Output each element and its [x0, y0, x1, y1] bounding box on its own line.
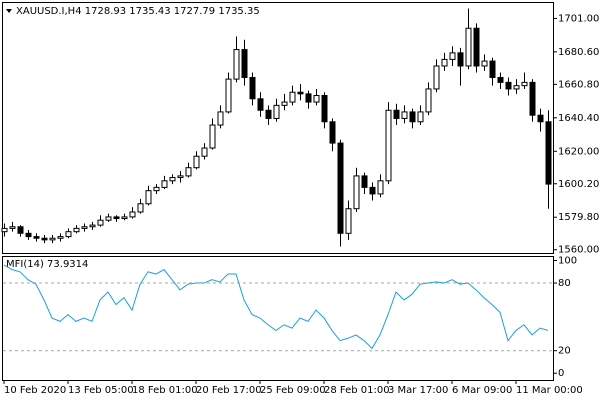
y-tick-label: 1680.60	[558, 47, 599, 58]
candle-body	[497, 76, 504, 83]
y-tick-label: 0	[558, 368, 564, 379]
candle-body	[217, 111, 224, 126]
y-tick-label: 1701.00	[558, 13, 599, 24]
candle-body	[145, 190, 152, 205]
candle-body	[321, 95, 328, 123]
candle-body	[417, 111, 424, 123]
candle-body	[313, 95, 320, 103]
candle-body	[169, 177, 176, 182]
candle-body	[265, 109, 272, 119]
candle-body	[137, 203, 144, 213]
x-tick-label: 20 Feb 17:00	[196, 385, 262, 396]
candle-body	[329, 121, 336, 144]
candle-body	[153, 186, 160, 192]
x-tick-label: 18 Feb 01:00	[132, 385, 198, 396]
candle-body	[409, 111, 416, 123]
candle-body	[41, 237, 48, 241]
candle-body	[209, 124, 216, 149]
candle-body	[177, 175, 184, 179]
candle-body	[545, 121, 552, 185]
candle-body	[425, 88, 432, 113]
y-tick-label: 20	[558, 346, 571, 357]
mfi-line	[3, 264, 549, 350]
candle-body	[249, 76, 256, 100]
candle-body	[193, 155, 200, 169]
candle-body	[1, 227, 8, 233]
candle-body	[513, 85, 520, 90]
panel-icon	[6, 9, 12, 13]
candle-body	[65, 231, 72, 238]
candle-body	[105, 216, 112, 221]
candle-body	[465, 27, 472, 67]
candle-body	[73, 227, 80, 233]
candle-body	[361, 175, 368, 188]
x-tick-label: 10 Feb 2020	[4, 385, 66, 396]
candle-body	[9, 226, 16, 229]
candle-body	[129, 211, 136, 218]
x-tick-label: 3 Mar 17:00	[388, 385, 448, 396]
x-tick-label: 25 Feb 09:00	[260, 385, 326, 396]
candle-body	[273, 104, 280, 119]
candle-body	[369, 186, 376, 195]
candle-body	[521, 81, 528, 87]
indicator-panel	[2, 256, 554, 381]
chart-title: XAUUSD.I,H4 1728.93 1735.43 1727.79 1735…	[16, 6, 260, 17]
y-tick-label: 1600.20	[558, 179, 599, 190]
candle-body	[225, 78, 232, 113]
candle-body	[25, 232, 32, 238]
candle-body	[121, 216, 128, 220]
candle-body	[57, 236, 64, 239]
indicator-title: MFI(14) 73.9314	[6, 259, 88, 270]
candle-body	[529, 81, 536, 116]
y-tick-label: 1579.80	[558, 212, 599, 223]
candle-body	[401, 111, 408, 119]
candle-body	[297, 91, 304, 95]
y-tick-label: 1620.00	[558, 146, 599, 157]
candle-body	[377, 180, 384, 195]
y-tick-label: 1660.80	[558, 79, 599, 90]
candle-body	[185, 167, 192, 177]
candle-body	[81, 226, 88, 229]
candle-body	[233, 49, 240, 80]
y-tick-label: 1560.00	[558, 245, 599, 256]
candle-body	[473, 27, 480, 67]
candle-body	[489, 60, 496, 78]
candle-body	[17, 226, 24, 234]
candle-body	[281, 101, 288, 106]
x-tick-label: 13 Feb 05:00	[68, 385, 134, 396]
x-tick-label: 28 Feb 01:00	[324, 385, 390, 396]
y-tick-label: 100	[558, 256, 577, 267]
candle-body	[353, 175, 360, 210]
candle-body	[433, 65, 440, 90]
candle-body	[441, 58, 448, 67]
candle-body	[257, 98, 264, 111]
candle-body	[289, 91, 296, 103]
candle-body	[113, 216, 120, 220]
price-panel	[2, 2, 554, 254]
y-tick-label: 1640.40	[558, 113, 599, 124]
candle-body	[89, 224, 96, 228]
candle-body	[385, 109, 392, 182]
candle-body	[49, 237, 56, 241]
candle-body	[457, 52, 464, 67]
candle-body	[201, 147, 208, 157]
x-tick-label: 6 Mar 09:00	[452, 385, 512, 396]
candle-body	[481, 60, 488, 67]
candle-body	[337, 142, 344, 234]
candle-body	[393, 109, 400, 119]
candle-body	[537, 114, 544, 123]
candle-body	[241, 49, 248, 78]
candle-body	[449, 52, 456, 60]
candle-body	[305, 93, 312, 103]
y-tick-label: 80	[558, 278, 571, 289]
candle-body	[97, 219, 104, 226]
candle-body	[161, 180, 168, 188]
candle-body	[33, 236, 40, 239]
candle-body	[345, 208, 352, 234]
x-tick-label: 11 Mar 00:00	[516, 385, 583, 396]
candle-body	[505, 81, 512, 90]
